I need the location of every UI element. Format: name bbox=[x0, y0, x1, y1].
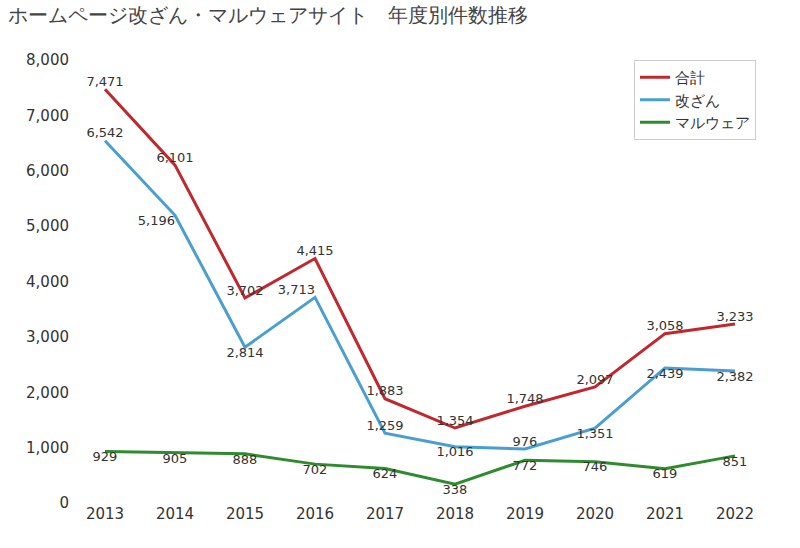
svg-text:0: 0 bbox=[59, 494, 69, 512]
svg-text:1,354: 1,354 bbox=[436, 413, 473, 428]
svg-text:1,351: 1,351 bbox=[576, 426, 613, 441]
svg-text:2014: 2014 bbox=[156, 505, 194, 523]
svg-text:改ざん: 改ざん bbox=[675, 92, 720, 110]
svg-text:ホームページ改ざん・マルウェアサイト 年度別件数推移: ホームページ改ざん・マルウェアサイト 年度別件数推移 bbox=[8, 3, 528, 27]
svg-text:888: 888 bbox=[233, 452, 258, 467]
svg-text:619: 619 bbox=[653, 466, 678, 481]
svg-text:3,702: 3,702 bbox=[226, 283, 263, 298]
svg-text:3,713: 3,713 bbox=[278, 282, 315, 297]
svg-text:851: 851 bbox=[723, 454, 748, 469]
svg-text:6,000: 6,000 bbox=[26, 162, 69, 180]
svg-text:5,196: 5,196 bbox=[138, 213, 175, 228]
svg-text:1,748: 1,748 bbox=[506, 391, 543, 406]
svg-text:2020: 2020 bbox=[576, 505, 614, 523]
svg-text:2021: 2021 bbox=[646, 505, 684, 523]
svg-text:2016: 2016 bbox=[296, 505, 334, 523]
svg-text:702: 702 bbox=[303, 462, 328, 477]
svg-text:4,000: 4,000 bbox=[26, 273, 69, 291]
svg-text:マルウェア: マルウェア bbox=[675, 114, 750, 132]
svg-text:624: 624 bbox=[373, 466, 398, 481]
svg-text:5,000: 5,000 bbox=[26, 217, 69, 235]
svg-text:2022: 2022 bbox=[716, 505, 754, 523]
svg-text:6,542: 6,542 bbox=[86, 125, 123, 140]
svg-text:2019: 2019 bbox=[506, 505, 544, 523]
svg-text:7,000: 7,000 bbox=[26, 107, 69, 125]
svg-text:8,000: 8,000 bbox=[26, 51, 69, 69]
svg-text:7,471: 7,471 bbox=[86, 74, 123, 89]
svg-text:338: 338 bbox=[443, 482, 468, 497]
svg-text:1,000: 1,000 bbox=[26, 439, 69, 457]
svg-text:合計: 合計 bbox=[675, 69, 705, 87]
svg-text:3,058: 3,058 bbox=[646, 318, 683, 333]
svg-text:2,439: 2,439 bbox=[646, 366, 683, 381]
svg-text:746: 746 bbox=[583, 459, 608, 474]
svg-text:3,000: 3,000 bbox=[26, 328, 69, 346]
svg-text:929: 929 bbox=[93, 449, 118, 464]
svg-text:1,883: 1,883 bbox=[366, 383, 403, 398]
svg-text:976: 976 bbox=[513, 434, 538, 449]
svg-text:1,259: 1,259 bbox=[366, 418, 403, 433]
svg-text:6,101: 6,101 bbox=[156, 150, 193, 165]
svg-text:2,097: 2,097 bbox=[576, 372, 613, 387]
svg-text:905: 905 bbox=[163, 451, 188, 466]
svg-text:1,016: 1,016 bbox=[436, 444, 473, 459]
svg-text:2,814: 2,814 bbox=[226, 345, 263, 360]
svg-text:2,382: 2,382 bbox=[716, 369, 753, 384]
svg-text:2015: 2015 bbox=[226, 505, 264, 523]
svg-text:3,233: 3,233 bbox=[716, 309, 753, 324]
svg-text:2018: 2018 bbox=[436, 505, 474, 523]
svg-text:4,415: 4,415 bbox=[296, 243, 333, 258]
svg-text:772: 772 bbox=[513, 458, 538, 473]
svg-text:2,000: 2,000 bbox=[26, 384, 69, 402]
svg-text:2017: 2017 bbox=[366, 505, 404, 523]
svg-text:2013: 2013 bbox=[86, 505, 124, 523]
